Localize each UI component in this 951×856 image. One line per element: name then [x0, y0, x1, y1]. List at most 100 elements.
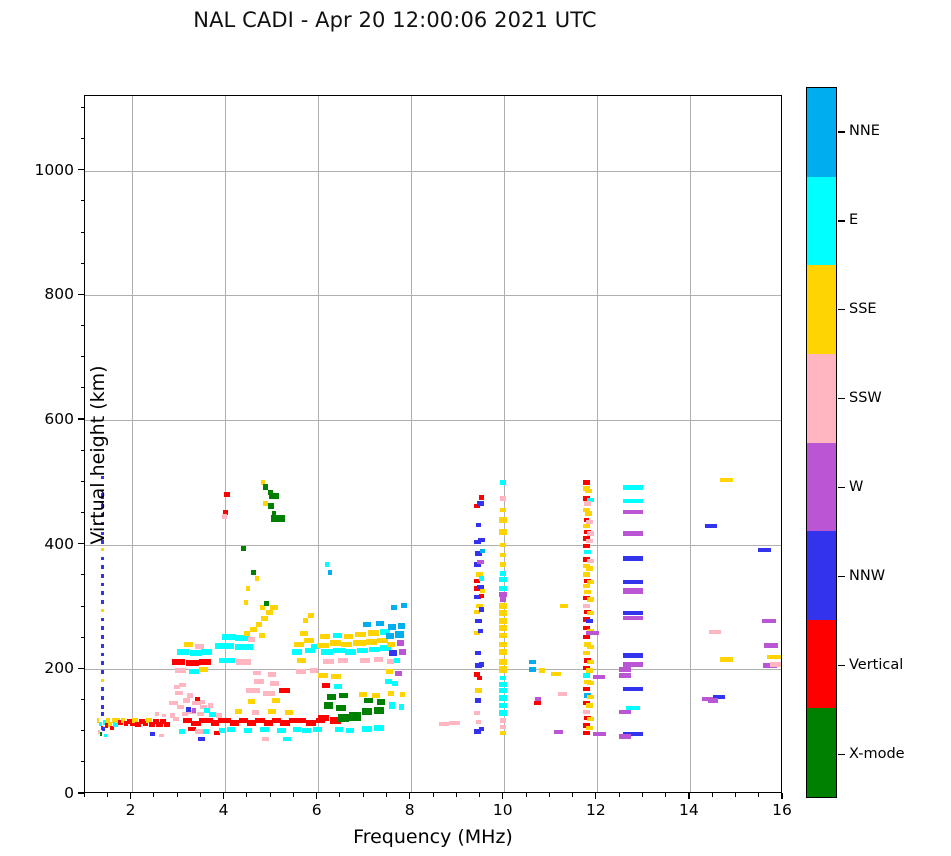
echo-point: [268, 503, 274, 509]
echo-point: [195, 697, 200, 702]
echo-point: [186, 693, 194, 698]
echo-point: [195, 644, 204, 650]
echo-point: [266, 609, 273, 615]
x-minor-tick: [665, 793, 667, 797]
echo-point: [386, 659, 394, 665]
echo-point: [587, 579, 594, 585]
echo-point: [159, 718, 167, 724]
echo-point: [583, 673, 590, 678]
echo-point: [587, 611, 594, 616]
echo-point: [222, 634, 237, 640]
echo-point: [337, 658, 348, 664]
colorbar-tick-mark: [838, 753, 845, 755]
echo-point: [126, 718, 132, 724]
colorbar-segment-w[interactable]: [807, 442, 836, 532]
x-minor-tick: [83, 793, 85, 797]
x-tick-label: 12: [585, 801, 606, 819]
echo-point: [587, 680, 594, 686]
echo-point: [398, 649, 407, 655]
colorbar-tick-mark: [838, 131, 845, 133]
gridline-horizontal: [85, 544, 781, 546]
echo-point: [584, 589, 591, 595]
echo-point: [583, 603, 590, 608]
echo-point: [499, 552, 507, 557]
x-tick-label: 14: [679, 801, 699, 819]
echo-point: [333, 684, 343, 690]
echo-point: [267, 489, 273, 495]
azimuth-colorbar[interactable]: [806, 87, 837, 798]
echo-point: [473, 609, 481, 615]
echo-point: [586, 725, 593, 731]
echo-point: [185, 706, 192, 712]
gridline-horizontal: [85, 295, 781, 297]
echo-point: [102, 727, 105, 732]
echo-point: [343, 634, 354, 640]
echo-point: [235, 635, 250, 641]
echo-point: [102, 720, 107, 726]
echo-point: [326, 693, 337, 700]
colorbar-segment-e[interactable]: [807, 176, 836, 266]
echo-point: [348, 712, 361, 722]
x-tick-mark: [129, 793, 132, 799]
echo-point: [586, 668, 593, 673]
echo-point: [297, 658, 307, 664]
echo-point: [583, 700, 590, 706]
colorbar-segment-nnw[interactable]: [807, 531, 836, 620]
echo-point: [176, 648, 189, 655]
echo-point: [99, 722, 102, 727]
echo-point: [101, 531, 104, 536]
colorbar-segment-ssw[interactable]: [807, 353, 836, 443]
colorbar-segment-vertical[interactable]: [807, 619, 836, 709]
echo-point: [183, 641, 193, 647]
y-minor-tick: [80, 605, 84, 607]
echo-point: [176, 704, 185, 709]
echo-point: [474, 729, 481, 734]
echo-point: [583, 507, 590, 512]
echo-point: [96, 718, 100, 723]
echo-point: [376, 620, 384, 626]
echo-point: [477, 584, 484, 590]
echo-point: [101, 617, 104, 622]
echo-point: [258, 633, 266, 639]
echo-point: [334, 726, 344, 732]
echo-point: [247, 636, 256, 642]
echo-point: [135, 721, 141, 727]
echo-point: [263, 690, 276, 696]
echo-point: [499, 710, 507, 716]
echo-point: [270, 680, 280, 686]
echo-point: [475, 688, 482, 693]
y-minor-tick: [80, 356, 84, 358]
echo-point: [499, 562, 507, 567]
echo-point: [478, 727, 485, 732]
echo-point: [355, 631, 366, 638]
echo-point: [129, 721, 136, 727]
echo-point: [583, 557, 590, 562]
colorbar-tick-mark: [838, 309, 845, 311]
echo-point: [364, 697, 374, 704]
echo-point: [199, 717, 210, 724]
echo-point: [499, 480, 507, 485]
echo-point: [253, 679, 265, 685]
echo-point: [618, 709, 631, 714]
y-axis-label: Virtual height (km): [87, 365, 109, 545]
echo-point: [499, 724, 507, 729]
echo-point: [583, 687, 590, 692]
echo-point: [331, 674, 342, 680]
echo-point: [719, 657, 733, 662]
echo-point: [101, 504, 104, 508]
echo-point: [374, 725, 384, 731]
echo-point: [339, 692, 349, 699]
echo-point: [623, 731, 643, 737]
echo-point: [475, 719, 482, 724]
echo-point: [560, 603, 569, 608]
colorbar-segment-x-mode[interactable]: [807, 708, 836, 797]
echo-point: [288, 717, 299, 724]
colorbar-segment-sse[interactable]: [807, 265, 836, 354]
x-tick-label: 16: [772, 801, 792, 819]
echo-point: [243, 727, 253, 733]
echo-point: [479, 548, 486, 554]
colorbar-segment-nne[interactable]: [807, 88, 836, 177]
echo-point: [499, 702, 507, 709]
echo-point: [101, 521, 104, 526]
echo-point: [499, 695, 507, 701]
